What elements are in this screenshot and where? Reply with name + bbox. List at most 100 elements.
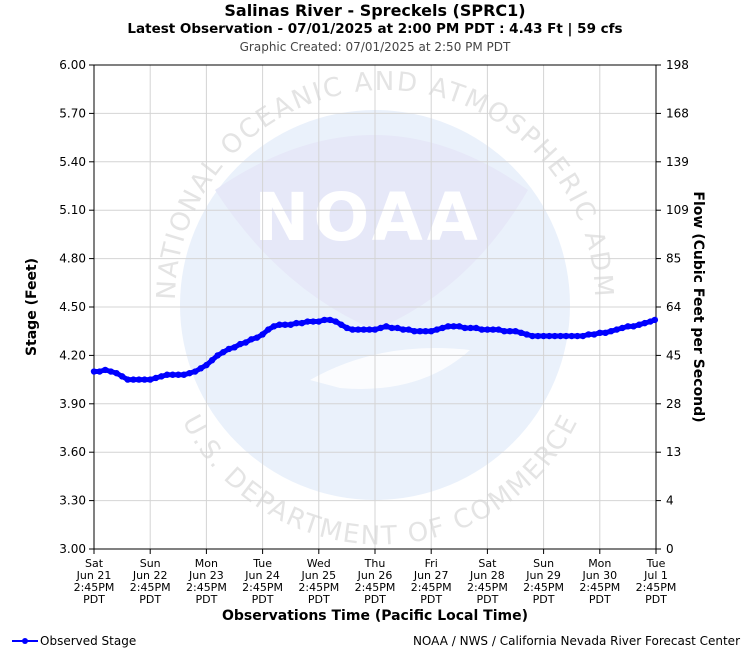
plot-frame (93, 64, 657, 550)
data-point (422, 328, 429, 335)
data-point (377, 324, 384, 332)
data-point (332, 318, 339, 325)
data-point (208, 357, 216, 364)
data-point (529, 332, 536, 340)
grid (93, 64, 657, 550)
data-point (253, 334, 261, 341)
y2-tick-label: 139 (666, 155, 689, 169)
x-tick-label: Tue Jun 24 2:45PM PDT (242, 557, 283, 606)
y2-tick-label: 109 (666, 203, 689, 217)
data-point (641, 319, 648, 327)
data-point (147, 376, 154, 383)
data-point (191, 368, 199, 375)
y2-tick-label: 168 (666, 106, 689, 120)
y2-tick-label: 45 (666, 348, 681, 362)
data-point (225, 345, 233, 353)
data-point (394, 324, 401, 332)
data-point (315, 318, 322, 325)
data-point (130, 376, 137, 383)
data-point (489, 326, 497, 333)
x-tick-label: Sat Jun 21 2:45PM PDT (74, 557, 115, 606)
data-point (472, 324, 480, 332)
watermark-bird (215, 135, 528, 330)
data-point (107, 368, 115, 375)
data-point (135, 376, 143, 383)
data-point (579, 332, 587, 340)
data-point (360, 326, 367, 333)
data-point (557, 332, 564, 340)
data-point (371, 326, 379, 333)
data-point (90, 368, 98, 375)
y-tick-label: 3.00 (59, 542, 86, 556)
x-tick-label: Fri Jun 27 2:45PM PDT (411, 557, 452, 606)
x-tick-label: Thu Jun 26 2:45PM PDT (355, 557, 396, 606)
data-point (281, 321, 289, 328)
data-point (175, 371, 182, 378)
data-point (540, 332, 547, 340)
y-tick-label: 5.70 (59, 106, 86, 120)
data-point (478, 326, 485, 333)
data-point (158, 373, 165, 380)
stage-chart: NOAA NATIONAL OCEANIC AND ATMOSPHERIC AD… (0, 0, 706, 624)
y2-tick-label: 28 (666, 397, 681, 411)
x-tick-label: Tue Jul 1 2:45PM PDT (636, 557, 677, 606)
data-point (349, 326, 356, 333)
data-point (590, 331, 598, 338)
y2-tick-label: 85 (666, 252, 681, 266)
data-point (326, 316, 334, 324)
data-point (495, 326, 502, 333)
y-tick-label: 3.30 (59, 494, 86, 508)
x-axis-label: Observations Time (Pacific Local Time) (222, 608, 528, 624)
data-point (293, 319, 300, 327)
footer-credit: NOAA / NWS / California Nevada River For… (412, 634, 740, 648)
data-point (461, 324, 469, 332)
data-point (405, 326, 412, 333)
y-tick-label: 4.20 (59, 348, 86, 362)
data-point (197, 365, 204, 372)
x-tick-label: Sat Jun 28 2:45PM PDT (467, 557, 508, 606)
y2-tick-label: 4 (666, 494, 674, 508)
y2-tick-label: 0 (666, 542, 674, 556)
data-point (203, 361, 210, 369)
data-point (287, 321, 294, 328)
data-point (630, 323, 637, 330)
data-point (265, 326, 272, 333)
data-point (517, 329, 525, 337)
y2-tick-label: 13 (666, 445, 681, 459)
data-point (236, 340, 244, 348)
data-point (467, 324, 474, 332)
x-tick-label: Mon Jun 23 2:45PM PDT (186, 557, 227, 606)
data-point (242, 339, 249, 346)
x-tick-label: Mon Jun 30 2:45PM PDT (579, 557, 620, 606)
data-point (399, 326, 407, 333)
y-axis-label: Stage (Feet) (24, 258, 40, 356)
y-tick-label: 5.40 (59, 155, 86, 169)
data-point (343, 324, 351, 332)
data-point (619, 324, 626, 332)
data-point (624, 323, 632, 330)
y-tick-label: 5.10 (59, 203, 86, 217)
data-point (546, 332, 553, 340)
data-point (383, 323, 390, 330)
y-tick-label: 4.80 (59, 252, 86, 266)
data-point (270, 323, 278, 330)
data-point (354, 326, 362, 333)
data-point (635, 321, 643, 328)
axes: 3.00 0 3.30 4 3.60 13 3.90 28 4.20 45 4.50 64 4.80 85… (24, 58, 706, 624)
data-point (309, 318, 317, 325)
data-point (186, 369, 193, 377)
data-point (141, 376, 148, 383)
data-point (607, 328, 615, 335)
data-point (456, 323, 463, 330)
noaa-watermark: NOAA NATIONAL OCEANIC AND ATMOSPHERIC AD… (0, 0, 616, 552)
latest-observation: Latest Observation - 07/01/2025 at 2:00 … (127, 21, 623, 37)
data-point (411, 328, 418, 335)
x-tick-label: Sun Jun 29 2:45PM PDT (523, 557, 564, 606)
data-point (298, 319, 306, 327)
data-point (596, 329, 603, 337)
series-layer (90, 316, 659, 383)
data-point (450, 323, 457, 330)
data-point (506, 328, 514, 335)
data-point (152, 374, 160, 382)
legend: Observed Stage (12, 634, 136, 648)
